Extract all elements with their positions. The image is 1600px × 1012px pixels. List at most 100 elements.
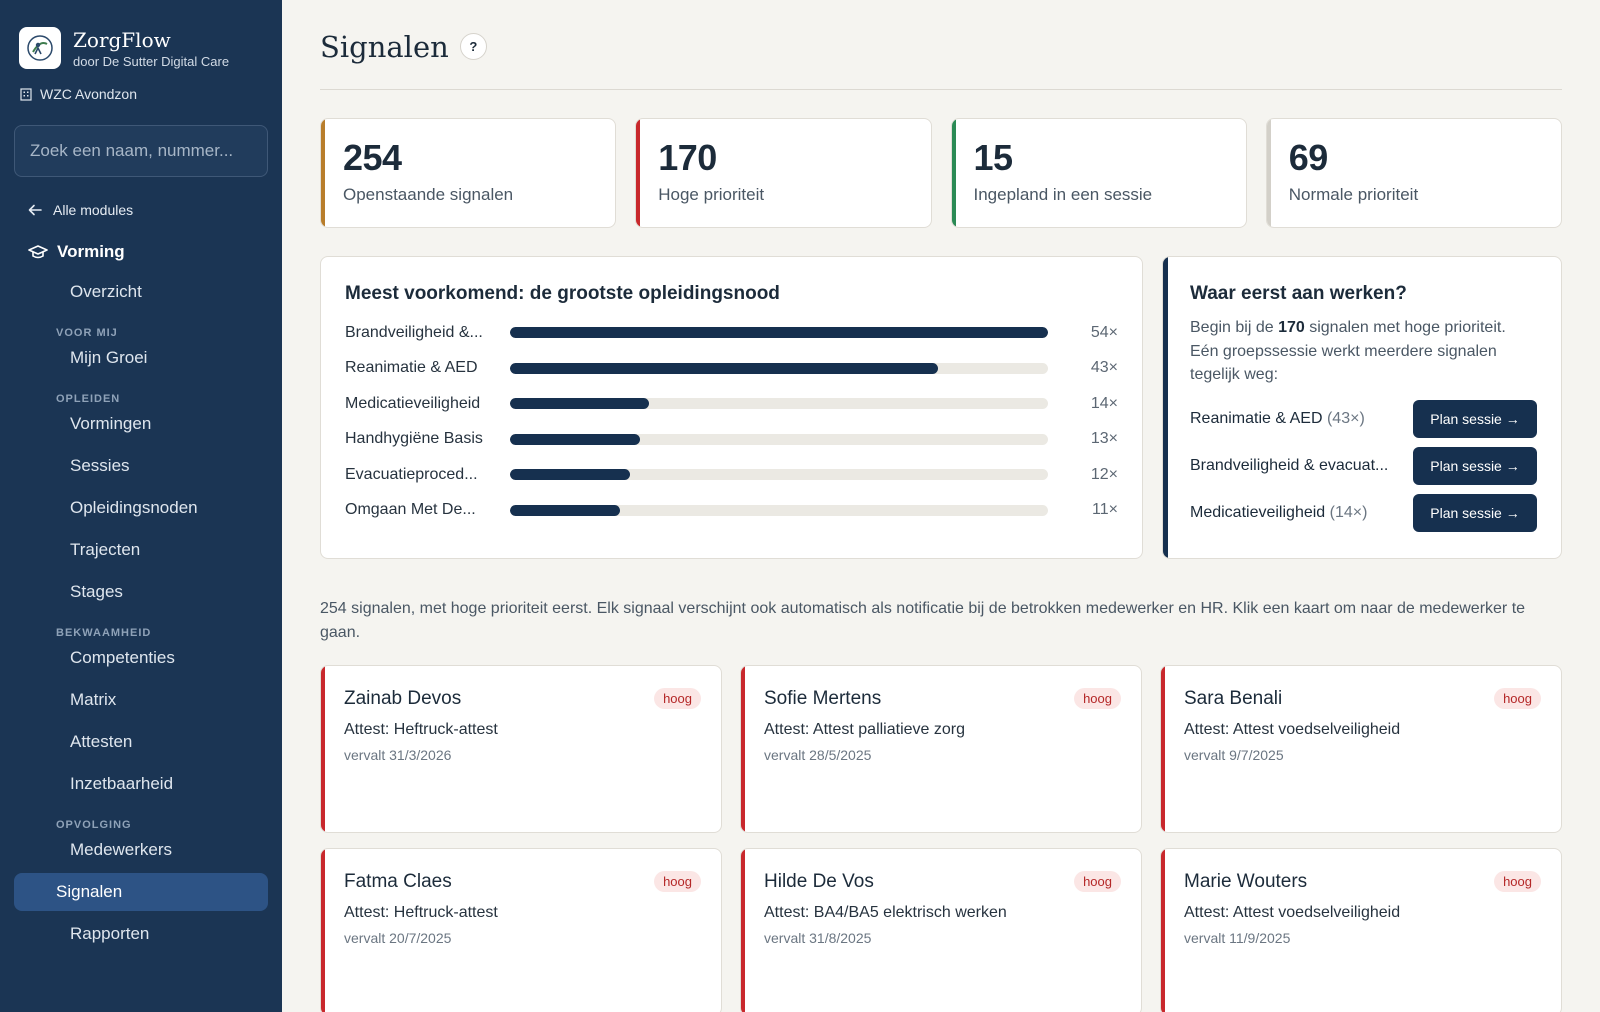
training-need-row[interactable]: Brandveiligheid &... 54× (345, 315, 1118, 351)
bar-label: Evacuatieproced... (345, 465, 478, 483)
signal-card[interactable]: Hilde De Vos hoog Attest: BA4/BA5 elektris… (740, 848, 1142, 1012)
nav-section-heading: VOOR MIJ (56, 327, 118, 339)
bar-label: Brandveiligheid &... (345, 323, 483, 341)
plan-session-button[interactable]: Plan sessie → (1413, 400, 1537, 438)
bar-label: Handhygiëne Basis (345, 430, 483, 448)
attest-name: Attest: Attest voedselveiligheid (1184, 904, 1401, 921)
attest-name: Attest: Heftruck-attest (344, 721, 498, 738)
bar-track (510, 469, 1048, 481)
expiry-date: vervalt 9/7/2025 (1184, 747, 1284, 763)
attest-name: Attest: Attest voedselveiligheid (1184, 721, 1401, 738)
employee-name: Sara Benali (1184, 688, 1283, 709)
sidebar-item-opleidingsnoden[interactable]: Opleidingsnoden (70, 498, 198, 517)
bar-track (510, 504, 1048, 516)
training-need-row[interactable]: Evacuatieproced... 12× (345, 457, 1118, 493)
training-need-row[interactable]: Reanimatie & AED 43× (345, 351, 1118, 387)
module-heading[interactable]: Vorming (0, 218, 282, 262)
expiry-date: vervalt 31/8/2025 (764, 930, 872, 946)
stat-card[interactable]: 170 Hoge prioriteit (635, 118, 932, 228)
priority-badge: hoog (654, 688, 701, 709)
sidebar-item-medewerkers[interactable]: Medewerkers (70, 840, 173, 859)
back-to-modules-link[interactable]: Alle modules (0, 177, 282, 218)
plan-topic: Medicatieveiligheid (1190, 504, 1326, 521)
priority-badge: hoog (654, 871, 701, 892)
sidebar-item-inzetbaarheid[interactable]: Inzetbaarheid (70, 774, 174, 793)
stats-row: 254 Openstaande signalen 170 Hoge prioritei… (320, 118, 1562, 228)
signals-note: 254 signalen, met hoge prioriteit eerst.… (320, 600, 1526, 641)
bar-fill (510, 433, 640, 445)
training-need-row[interactable]: Omgaan Met De... 11× (345, 493, 1118, 529)
page-header: Signalen ? (320, 0, 1562, 90)
org-name: WZC Avondzon (40, 86, 138, 102)
stat-card[interactable]: 254 Openstaande signalen (320, 118, 617, 228)
bar-track (510, 433, 1048, 445)
app-logo (19, 27, 61, 69)
stat-value: 254 (343, 137, 402, 178)
sidebar-item-stages[interactable]: Stages (70, 582, 123, 601)
employee-name: Marie Wouters (1184, 871, 1308, 892)
sidebar-item-competenties[interactable]: Competenties (70, 648, 175, 667)
module-label: Vorming (57, 242, 125, 261)
signal-card[interactable]: Sofie Mertens hoog Attest: Attest palliati… (740, 665, 1142, 833)
plan-session-button[interactable]: Plan sessie → (1413, 494, 1537, 532)
priority-card: Waar eerst aan werken? Begin bij de 170 … (1162, 256, 1562, 559)
stat-label: Openstaande signalen (343, 185, 514, 204)
bar-count: 43× (1090, 359, 1118, 377)
sidebar-item-signalen[interactable]: Signalen (14, 873, 268, 911)
plan-topic: Brandveiligheid & evacuat... (1190, 457, 1389, 474)
bar-label: Reanimatie & AED (345, 359, 478, 377)
expiry-date: vervalt 31/3/2026 (344, 747, 452, 763)
signal-card-header: Fatma Claes hoog (344, 871, 701, 893)
bar-count: 13× (1090, 430, 1118, 448)
signal-card[interactable]: Marie Wouters hoog Attest: Attest voedselv… (1160, 848, 1562, 1012)
priority-description: Begin bij de 170 signalen met hoge prior… (1190, 319, 1506, 383)
bar-count: 12× (1090, 465, 1118, 483)
stat-value: 170 (658, 137, 717, 178)
sidebar-item-mijn-groei[interactable]: Mijn Groei (70, 348, 148, 367)
stat-label: Normale prioriteit (1288, 185, 1419, 204)
employee-name: Zainab Devos (344, 688, 462, 709)
stat-card[interactable]: 15 Ingepland in een sessie (950, 118, 1247, 228)
bar-label: Omgaan Met De... (345, 501, 476, 519)
priority-badge: hoog (1494, 688, 1541, 709)
bar-fill (510, 398, 650, 410)
expiry-date: vervalt 20/7/2025 (344, 930, 452, 946)
nav-section-heading: BEKWAAMHEID (56, 627, 152, 639)
bar-track (510, 362, 1048, 374)
page-title: Signalen (320, 29, 449, 64)
expiry-date: vervalt 11/9/2025 (1184, 930, 1291, 946)
sidebar: ZorgFlow door De Sutter Digital Care WZC… (0, 0, 282, 1012)
training-need-row[interactable]: Handhygiëne Basis 13× (345, 422, 1118, 458)
stat-card[interactable]: 69 Normale prioriteit (1265, 118, 1562, 228)
sidebar-item-trajecten[interactable]: Trajecten (70, 540, 141, 559)
employee-name: Hilde De Vos (764, 871, 874, 892)
graduation-cap-icon (28, 245, 48, 259)
training-needs-title: Meest voorkomend: de grootste opleidings… (345, 283, 780, 304)
bar-count: 14× (1090, 394, 1118, 412)
help-button[interactable]: ? (459, 33, 487, 60)
org-switcher[interactable]: WZC Avondzon (0, 69, 282, 102)
signal-card[interactable]: Fatma Claes hoog Attest: Heftruck-attest ve… (320, 848, 722, 1012)
search-box (14, 125, 268, 177)
bar-count: 11× (1092, 501, 1118, 519)
sidebar-item-matrix[interactable]: Matrix (70, 690, 117, 709)
sidebar-item-sessies[interactable]: Sessies (70, 456, 130, 475)
sidebar-item-rapporten[interactable]: Rapporten (70, 924, 150, 943)
sidebar-item-overzicht[interactable]: Overzicht (70, 282, 142, 301)
nav-section-heading: OPLEIDEN (56, 393, 121, 405)
search-input[interactable] (30, 141, 252, 161)
signal-card[interactable]: Sara Benali hoog Attest: Attest voedselvei… (1160, 665, 1562, 833)
priority-title: Waar eerst aan werken? (1190, 283, 1407, 304)
plan-session-button[interactable]: Plan sessie → (1413, 447, 1537, 485)
priority-badge: hoog (1074, 688, 1121, 709)
sidebar-item-vormingen[interactable]: Vormingen (70, 414, 152, 433)
training-need-row[interactable]: Medicatieveiligheid 14× (345, 386, 1118, 422)
training-needs-card: Meest voorkomend: de grootste opleidings… (320, 256, 1143, 559)
signal-card[interactable]: Zainab Devos hoog Attest: Heftruck-attest v… (320, 665, 722, 833)
brand[interactable]: ZorgFlow door De Sutter Digital Care (0, 0, 282, 69)
sidebar-item-attesten[interactable]: Attesten (70, 732, 133, 751)
bar-fill (510, 504, 620, 516)
attest-name: Attest: BA4/BA5 elektrisch werken (764, 904, 1007, 921)
plan-label: Medicatieveiligheid (14×) (1190, 504, 1408, 522)
plan-row: Reanimatie & AED (43×) Plan sessie → (1190, 396, 1537, 443)
